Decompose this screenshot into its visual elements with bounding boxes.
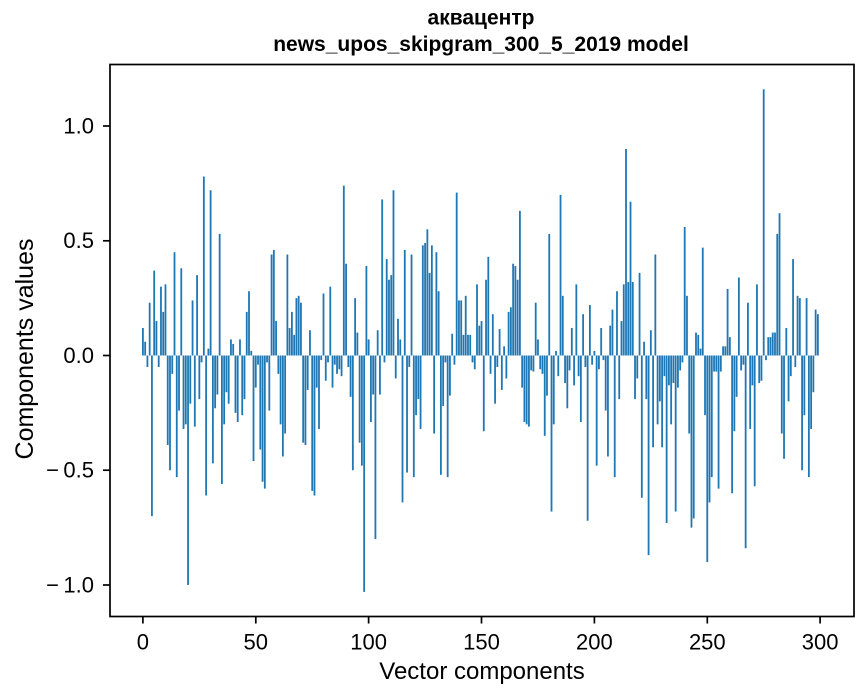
svg-text:150: 150 [463,630,500,655]
svg-text:− 1.0: − 1.0 [46,572,94,597]
svg-text:300: 300 [802,630,839,655]
svg-text:− 0.5: − 0.5 [46,458,94,483]
svg-text:news_upos_skipgram_300_5_2019: news_upos_skipgram_300_5_2019 model [273,33,689,56]
svg-text:250: 250 [689,630,726,655]
svg-text:Components values: Components values [11,239,39,460]
svg-text:Vector components: Vector components [379,658,584,685]
svg-text:0: 0 [137,630,149,655]
svg-text:100: 100 [350,630,387,655]
svg-text:0.5: 0.5 [63,228,94,253]
svg-text:200: 200 [576,630,613,655]
svg-text:аквацентр: аквацентр [428,7,535,30]
svg-text:50: 50 [244,630,268,655]
svg-text:0.0: 0.0 [63,343,94,368]
svg-text:1.0: 1.0 [63,113,94,138]
